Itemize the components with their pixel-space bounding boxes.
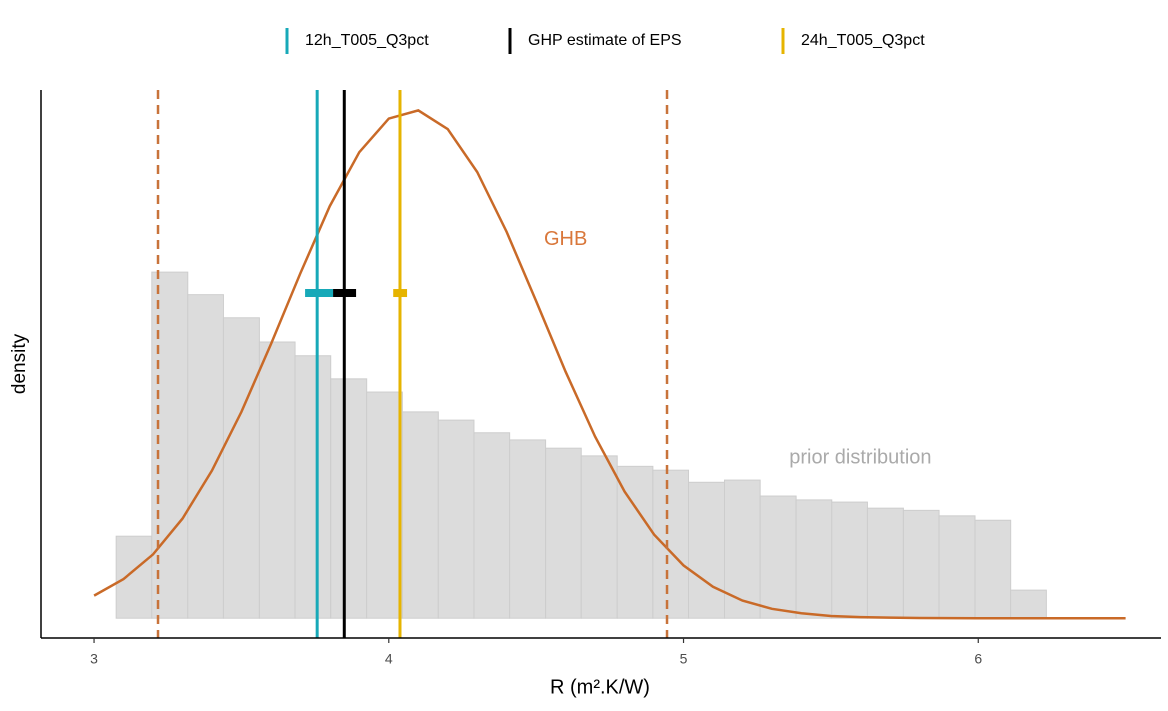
histogram-bar — [688, 481, 725, 619]
annotation: GHB — [544, 228, 587, 250]
x-axis-title: R (m².K/W) — [550, 676, 650, 698]
y-axis-title: density — [9, 333, 30, 394]
histogram-bar — [545, 447, 582, 619]
histogram-bar — [330, 378, 368, 619]
histogram-bar — [723, 479, 761, 619]
x-tick-label: 4 — [385, 651, 393, 667]
histogram-bar — [187, 294, 224, 619]
histogram-bar — [902, 509, 940, 619]
histogram-bar — [509, 439, 547, 619]
histogram-bar — [974, 519, 1012, 619]
x-tick-label: 5 — [680, 651, 688, 667]
histogram-bar — [473, 432, 511, 619]
legend-label: 12h_T005_Q3pct — [305, 32, 429, 49]
histogram-bar — [580, 455, 618, 619]
histogram-bar — [294, 355, 332, 619]
histogram-bar — [795, 499, 833, 619]
histogram-bar — [616, 465, 654, 619]
histogram-bar — [401, 411, 439, 619]
annotation: prior distribution — [789, 446, 931, 468]
legend-label: 24h_T005_Q3pct — [801, 32, 925, 49]
legend-label: GHP estimate of EPS — [528, 32, 682, 49]
histogram-bar — [258, 341, 296, 619]
histogram-bar — [366, 391, 403, 619]
histogram-bar — [938, 515, 976, 619]
histogram-bar — [115, 535, 153, 619]
histogram-bar — [222, 317, 260, 619]
x-tick-label: 3 — [90, 651, 98, 667]
x-tick-label: 6 — [974, 651, 982, 667]
histogram-bar — [652, 469, 690, 619]
histogram-bar — [1010, 589, 1047, 619]
histogram-bar — [866, 507, 904, 619]
histogram-bar — [831, 501, 868, 619]
density-curve — [93, 109, 1126, 620]
histogram-bar — [437, 419, 475, 619]
histogram-bar — [759, 495, 797, 619]
histogram-bar — [151, 271, 189, 619]
